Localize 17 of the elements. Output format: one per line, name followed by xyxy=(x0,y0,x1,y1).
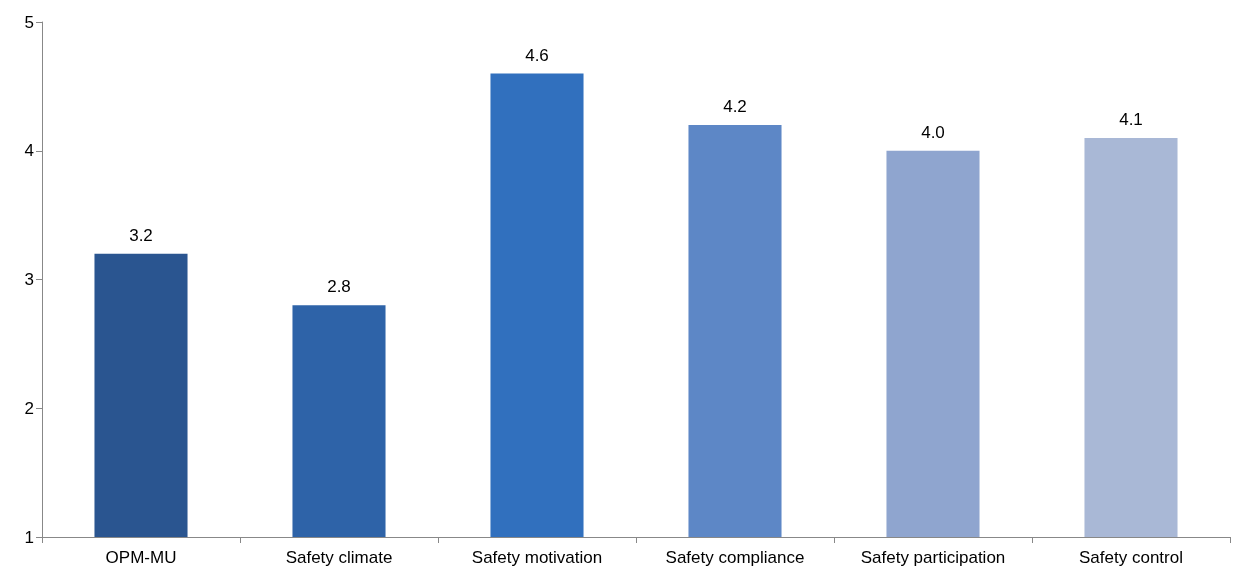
data-label: 3.2 xyxy=(129,225,153,245)
x-tick-label: Safety control xyxy=(1079,548,1183,567)
y-tick-label: 1 xyxy=(24,527,34,547)
x-tick-label: Safety participation xyxy=(860,548,1006,567)
x-tick-label: Safety motivation xyxy=(471,548,603,567)
y-tick-label: 3 xyxy=(24,270,34,289)
y-tick-label: 4 xyxy=(24,141,34,161)
x-tick-label: Safety compliance xyxy=(665,548,805,567)
data-label: 4.1 xyxy=(1119,109,1143,129)
y-tick-label: 5 xyxy=(24,12,34,32)
x-tick-label: Safety climate xyxy=(285,548,393,567)
y-tick-label: 2 xyxy=(24,398,34,418)
x-tick-label: OPM-MU xyxy=(105,548,177,567)
data-label: 2.8 xyxy=(327,277,351,297)
data-label: 4.2 xyxy=(723,97,747,116)
data-label: 4.6 xyxy=(525,45,549,65)
data-label: 4.0 xyxy=(921,122,945,142)
